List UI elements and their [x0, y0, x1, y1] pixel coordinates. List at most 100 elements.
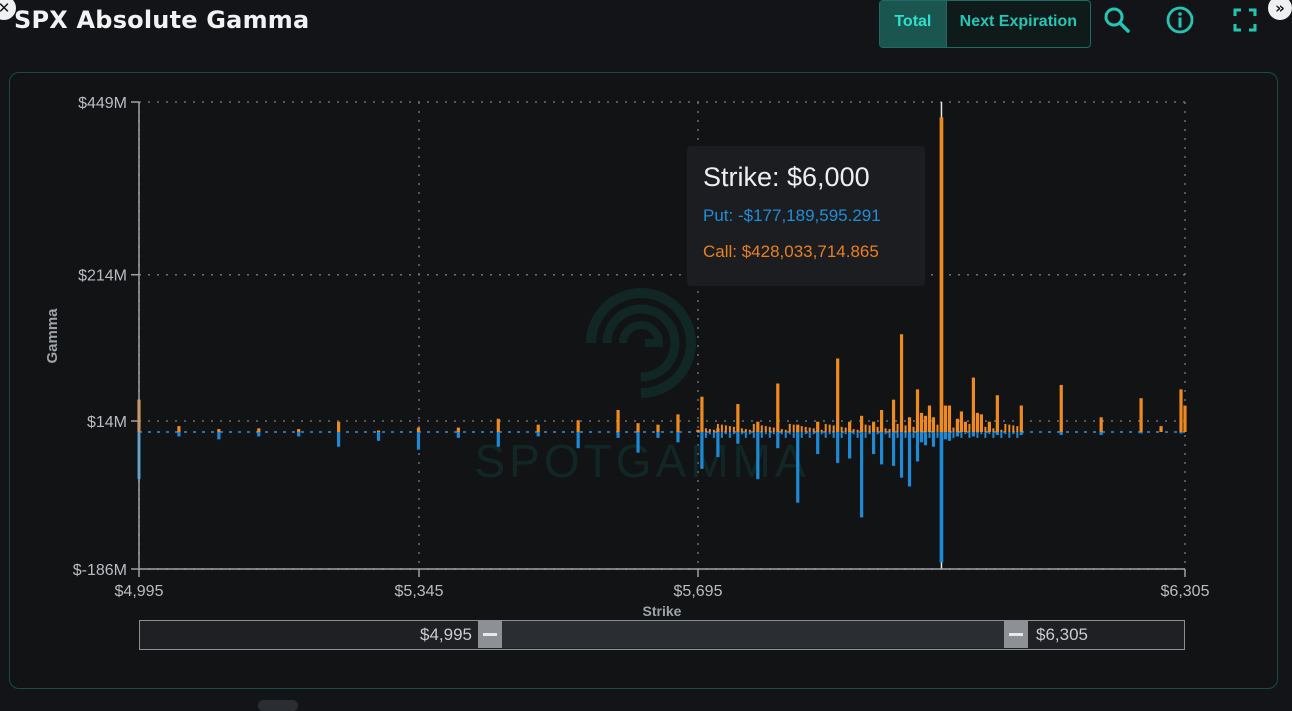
call-bar[interactable]: [1008, 424, 1011, 432]
call-bar[interactable]: [736, 427, 739, 432]
put-bar[interactable]: [880, 432, 883, 438]
call-bar[interactable]: [752, 423, 755, 432]
put-bar[interactable]: [884, 432, 887, 435]
put-bar[interactable]: [836, 432, 840, 463]
put-bar[interactable]: [964, 432, 967, 435]
expiration-toggle[interactable]: Total Next Expiration: [879, 0, 1091, 48]
call-bar[interactable]: [792, 424, 795, 432]
call-bar[interactable]: [900, 424, 903, 432]
put-bar[interactable]: [756, 432, 759, 435]
range-selection[interactable]: [502, 621, 1004, 648]
put-bar[interactable]: [776, 432, 780, 449]
call-bar[interactable]: [724, 425, 727, 432]
put-bar[interactable]: [712, 432, 715, 438]
put-bar[interactable]: [848, 432, 852, 459]
put-bar[interactable]: [868, 432, 871, 435]
call-bar[interactable]: [915, 389, 920, 432]
put-bar[interactable]: [956, 432, 959, 435]
put-bar[interactable]: [992, 432, 995, 438]
call-bar[interactable]: [971, 377, 976, 432]
put-bar[interactable]: [820, 432, 823, 435]
call-bar[interactable]: [1019, 405, 1023, 432]
call-bar[interactable]: [1000, 429, 1003, 432]
call-bar[interactable]: [848, 428, 851, 432]
put-bar[interactable]: [376, 432, 381, 441]
call-bar[interactable]: [708, 429, 711, 432]
call-bar[interactable]: [988, 427, 991, 432]
call-bar[interactable]: [912, 426, 915, 432]
put-bar[interactable]: [860, 432, 864, 518]
put-bar[interactable]: [708, 432, 711, 435]
put-bar[interactable]: [720, 432, 723, 438]
put-bar[interactable]: [871, 432, 876, 455]
call-bar[interactable]: [824, 423, 827, 432]
put-bar[interactable]: [792, 432, 795, 438]
expand-icon[interactable]: »: [1268, 0, 1292, 20]
call-bar[interactable]: [960, 429, 963, 432]
tab-next-expiration[interactable]: Next Expiration: [959, 13, 1078, 30]
highlight-put-bar[interactable]: [939, 432, 944, 563]
call-bar[interactable]: [848, 421, 852, 432]
call-bar[interactable]: [907, 417, 912, 432]
call-bar[interactable]: [860, 423, 863, 432]
put-bar[interactable]: [337, 432, 341, 447]
call-bar[interactable]: [576, 420, 580, 432]
call-bar[interactable]: [879, 409, 884, 432]
call-bar[interactable]: [748, 429, 751, 432]
call-bar[interactable]: [764, 426, 767, 432]
put-bar[interactable]: [980, 432, 983, 435]
call-bar[interactable]: [808, 427, 811, 432]
call-bar[interactable]: [716, 423, 719, 432]
call-bar[interactable]: [772, 427, 775, 432]
call-bar[interactable]: [832, 425, 835, 432]
info-icon[interactable]: [1164, 4, 1196, 36]
call-bar[interactable]: [856, 429, 859, 432]
call-bar[interactable]: [1183, 405, 1187, 432]
call-bar[interactable]: [948, 426, 951, 432]
call-bar[interactable]: [959, 411, 964, 432]
put-bar[interactable]: [972, 432, 975, 435]
put-bar[interactable]: [968, 432, 971, 438]
call-bar[interactable]: [992, 428, 995, 432]
call-bar[interactable]: [979, 414, 983, 432]
call-bar[interactable]: [924, 429, 927, 432]
call-bar[interactable]: [880, 427, 883, 432]
call-bar[interactable]: [896, 423, 899, 432]
put-bar[interactable]: [888, 432, 891, 438]
put-bar[interactable]: [832, 432, 835, 438]
call-bar[interactable]: [956, 428, 959, 432]
put-bar[interactable]: [756, 432, 760, 480]
zoom-icon[interactable]: [1101, 4, 1133, 36]
call-bar[interactable]: [920, 428, 923, 432]
put-bar[interactable]: [1059, 432, 1063, 435]
put-bar[interactable]: [816, 432, 819, 438]
call-bar[interactable]: [676, 414, 680, 432]
put-bar[interactable]: [736, 432, 739, 438]
call-bar[interactable]: [217, 429, 221, 432]
call-bar[interactable]: [984, 426, 987, 432]
put-bar[interactable]: [1099, 432, 1103, 435]
call-bar[interactable]: [972, 424, 975, 432]
put-bar[interactable]: [904, 432, 907, 438]
call-bar[interactable]: [177, 426, 181, 432]
put-bar[interactable]: [776, 432, 779, 438]
put-bar[interactable]: [876, 432, 879, 435]
call-bar[interactable]: [800, 426, 803, 432]
call-bar[interactable]: [908, 426, 911, 432]
call-bar[interactable]: [536, 424, 540, 432]
call-bar[interactable]: [916, 427, 919, 432]
put-bar[interactable]: [297, 432, 301, 437]
put-bar[interactable]: [716, 432, 719, 435]
call-bar[interactable]: [788, 423, 791, 432]
put-bar[interactable]: [892, 432, 895, 435]
call-bar[interactable]: [1179, 389, 1183, 432]
put-bar[interactable]: [808, 432, 811, 438]
call-bar[interactable]: [884, 428, 887, 432]
call-bar[interactable]: [744, 429, 747, 432]
put-bar[interactable]: [932, 432, 935, 435]
put-bar[interactable]: [984, 432, 987, 438]
call-bar[interactable]: [904, 425, 907, 432]
call-bar[interactable]: [996, 429, 999, 432]
call-bar[interactable]: [888, 429, 891, 432]
put-bar[interactable]: [891, 432, 896, 466]
